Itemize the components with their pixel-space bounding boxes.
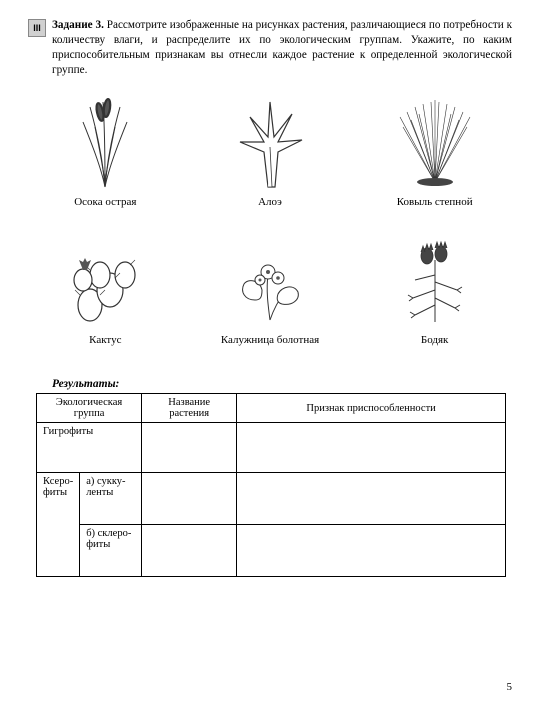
table-row: Ксеро-фиты а) сукку-ленты: [37, 473, 506, 525]
cell-empty: [237, 423, 506, 473]
cell-empty: [142, 525, 237, 577]
plant-image-cactus-icon: [50, 230, 160, 330]
plant-bodyak: Бодяк: [361, 230, 508, 360]
plant-kovyl: Ковыль степной: [361, 92, 508, 222]
plant-caption: Ковыль степной: [397, 196, 473, 222]
plant-kaluzhnitsa: Калужница болотная: [197, 230, 344, 360]
cell-empty: [142, 423, 237, 473]
cell-empty: [142, 473, 237, 525]
plant-cactus: Кактус: [32, 230, 179, 360]
th-plant-name: Название растения: [142, 394, 237, 423]
task-label: Задание 3.: [52, 19, 104, 31]
th-eco-group: Экологическая группа: [37, 394, 142, 423]
cell-empty: [237, 473, 506, 525]
plant-caption: Калужница болотная: [221, 334, 319, 360]
cell-hygrophytes: Гигрофиты: [37, 423, 142, 473]
plant-image-thistle-icon: [380, 230, 490, 330]
plant-caption: Алоэ: [258, 196, 282, 222]
plant-image-feathergrass-icon: [380, 92, 490, 192]
cell-xerophytes: Ксеро-фиты: [37, 473, 80, 577]
table-row: Гигрофиты: [37, 423, 506, 473]
table-header-row: Экологическая группа Название растения П…: [37, 394, 506, 423]
plant-osoka: Осока острая: [32, 92, 179, 222]
table-row: б) склеро-фиты: [37, 525, 506, 577]
task-body: Рассмотрите изображенные на рисунках рас…: [52, 19, 512, 76]
cell-succulents: а) сукку-ленты: [80, 473, 142, 525]
plant-caption: Бодяк: [421, 334, 449, 360]
plant-aloe: Алоэ: [197, 92, 344, 222]
th-sign: Признак приспособленности: [237, 394, 506, 423]
page-number: 5: [507, 681, 513, 693]
results-table: Экологическая группа Название растения П…: [36, 393, 506, 577]
plants-grid: Осока острая Алоэ: [28, 92, 512, 360]
cell-sclerophytes: б) склеро-фиты: [80, 525, 142, 577]
plant-caption: Осока острая: [74, 196, 136, 222]
difficulty-badge: III: [28, 19, 46, 37]
task-header: III Задание 3. Рассмотрите изображенные …: [28, 18, 512, 78]
plant-caption: Кактус: [89, 334, 121, 360]
plant-image-marigold-icon: [215, 230, 325, 330]
task-text: Задание 3. Рассмотрите изображенные на р…: [52, 18, 512, 78]
plant-image-sedge-icon: [50, 92, 160, 192]
plant-image-aloe-icon: [215, 92, 325, 192]
cell-empty: [237, 525, 506, 577]
results-label: Результаты:: [52, 378, 512, 390]
